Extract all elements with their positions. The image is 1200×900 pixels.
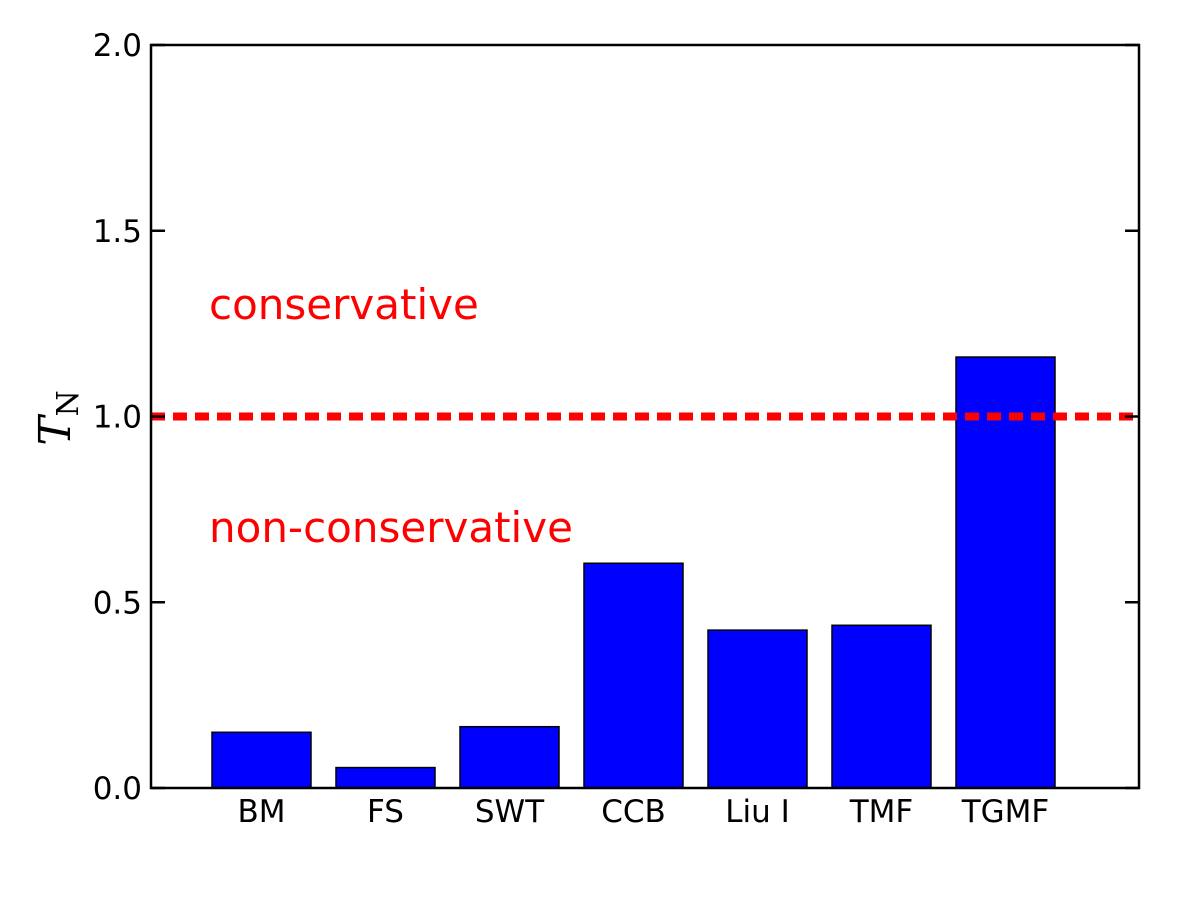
tick-labels: BM FS SWT CCB Liu I TMF TGMF 0.0 0.5 1.0 1.5 2.0	[93, 28, 1050, 830]
bar-6	[955, 356, 1056, 789]
bar-3	[583, 562, 684, 789]
bar-1	[335, 766, 436, 789]
x-tick-label-6: TGMF	[961, 794, 1050, 830]
bar-2	[459, 725, 560, 789]
y-tick-label-4: 2.0	[93, 28, 142, 64]
x-tick-label-2: SWT	[475, 794, 545, 830]
x-tick-label-1: FS	[367, 794, 404, 830]
x-tick-label-4: Liu I	[725, 794, 790, 830]
ticks	[151, 43, 1139, 790]
y-axis-label-main: T	[30, 413, 81, 446]
y-axis-label-subscript: N	[51, 390, 86, 416]
annotation-non-conservative: non-conservative	[209, 503, 573, 552]
bar-0	[211, 731, 312, 789]
bar-5	[831, 624, 932, 789]
x-tick-label-5: TMF	[849, 794, 914, 830]
bar-4	[707, 629, 808, 789]
y-axis-label: TN	[30, 390, 86, 446]
x-tick-label-3: CCB	[601, 794, 666, 830]
y-tick-label-2: 1.0	[93, 400, 142, 436]
x-tick-label-0: BM	[237, 794, 285, 830]
annotation-conservative: conservative	[209, 280, 479, 329]
y-tick-label-1: 0.5	[93, 585, 142, 621]
y-tick-label-3: 1.5	[93, 214, 142, 250]
bars	[211, 356, 1056, 789]
y-tick-label-0: 0.0	[93, 771, 142, 807]
